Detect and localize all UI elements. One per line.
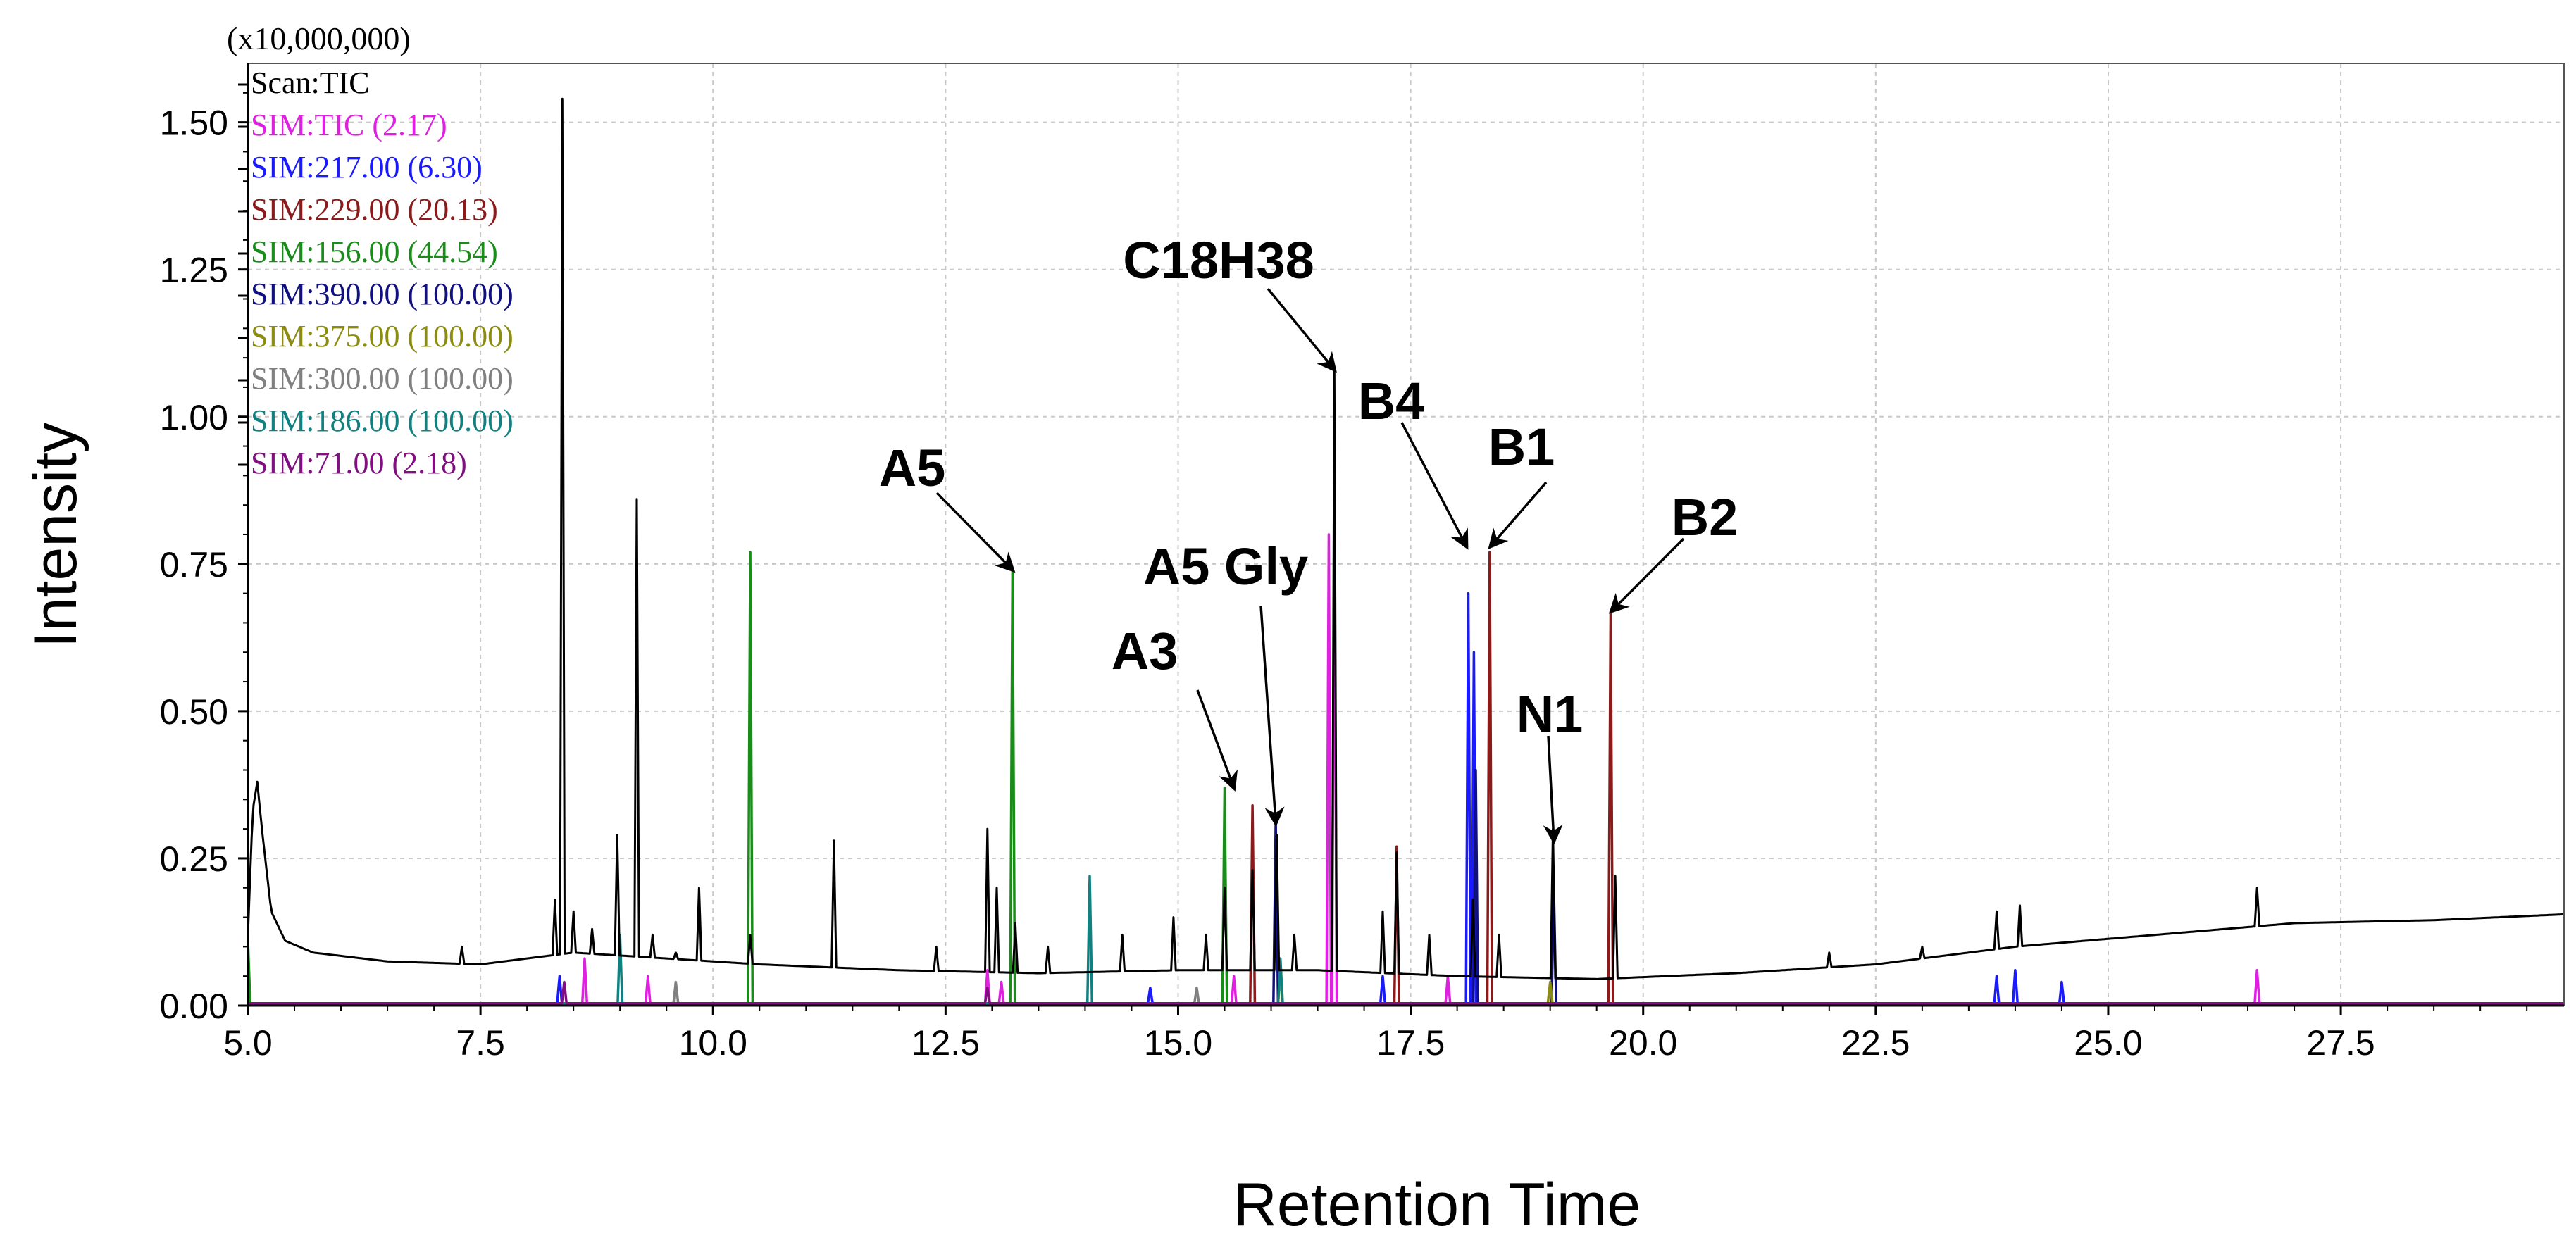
- legend-entry: SIM:71.00 (2.18): [251, 446, 467, 480]
- series-6: [248, 975, 2564, 1005]
- series-line: [248, 768, 2564, 1005]
- x-tick-label: 15.0: [1144, 1023, 1212, 1063]
- x-tick-label: 20.0: [1609, 1023, 1677, 1063]
- annotation-label: B2: [1672, 488, 1738, 546]
- x-axis-title: Retention Time: [1233, 1171, 1641, 1239]
- series-line: [248, 980, 2564, 1005]
- series-2: [248, 592, 2564, 1005]
- annotation-arrow: [935, 492, 1016, 573]
- x-tick-label: 12.5: [911, 1023, 980, 1063]
- legend-entry: SIM:156.00 (44.54): [251, 234, 498, 269]
- annotation-arrow: [1543, 735, 1563, 845]
- x-tick-label: 5.0: [223, 1023, 273, 1063]
- axes: 5.0 7.5 10.0 12.5 15.0 17.5 20.0 22.5 25.0 27.5 0.…: [160, 63, 2564, 1063]
- series-8: [248, 875, 2564, 1005]
- annotation-label: N1: [1517, 685, 1583, 744]
- annotation-label: A3: [1112, 622, 1178, 680]
- legend-entry: SIM:375.00 (100.00): [251, 319, 514, 354]
- series-0: [247, 97, 2565, 980]
- series-line: [248, 975, 2564, 1005]
- annotation-label: C18H38: [1123, 231, 1314, 289]
- annotation-arrow: [1267, 287, 1337, 373]
- plot-frame: [247, 63, 2565, 1006]
- y-tick-label: 0.75: [160, 545, 228, 584]
- legend-entry: SIM:390.00 (100.00): [251, 277, 514, 311]
- x-tick-label: 25.0: [2074, 1023, 2142, 1063]
- legend: Scan:TIC SIM:TIC (2.17) SIM:217.00 (6.30) S…: [238, 65, 514, 480]
- legend-entry: SIM:TIC (2.17): [251, 108, 447, 142]
- series-7: [248, 980, 2564, 1005]
- annotation-label: B1: [1488, 418, 1555, 476]
- y-axis-title: Intensity: [22, 423, 89, 648]
- series-9: [248, 980, 2564, 1005]
- x-tick-label: 17.5: [1376, 1023, 1445, 1063]
- legend-entry: SIM:186.00 (100.00): [251, 403, 514, 438]
- series-1: [248, 498, 2564, 1005]
- series-layer: [247, 97, 2565, 1005]
- y-tick-label: 1.00: [160, 398, 228, 437]
- grid-lines: [247, 63, 2564, 1006]
- annotation-arrow: [1488, 481, 1548, 549]
- annotation-label: A5: [879, 439, 946, 497]
- legend-entry: Scan:TIC: [251, 65, 370, 100]
- y-tick-label: 0.00: [160, 987, 228, 1026]
- series-line: [248, 551, 2564, 1005]
- annotation-label: B4: [1358, 372, 1425, 430]
- annotation-arrow: [1608, 537, 1685, 614]
- annotation-arrow: [1400, 422, 1469, 550]
- x-tick-label: 27.5: [2306, 1023, 2375, 1063]
- legend-entry: SIM:229.00 (20.13): [251, 192, 498, 227]
- annotation-arrow: [1259, 605, 1285, 827]
- series-line: [247, 97, 2565, 980]
- series-4: [247, 551, 2564, 1005]
- series-line: [248, 592, 2564, 1005]
- series-line: [248, 980, 2564, 1005]
- annotation-arrow: [1196, 689, 1238, 792]
- y-tick-label: 0.50: [160, 692, 228, 732]
- x-tick-label: 10.0: [679, 1023, 747, 1063]
- x-tick-label: 22.5: [1841, 1023, 1910, 1063]
- series-5: [248, 768, 2564, 1005]
- y-tick-label: 0.25: [160, 839, 228, 879]
- series-3: [248, 551, 2564, 1005]
- series-line: [247, 551, 2564, 1005]
- x-tick-label: 7.5: [456, 1023, 505, 1063]
- y-tick-label: 1.50: [160, 104, 228, 143]
- annotations: A5 A3 A5 Gly C18H38 B4 B1 N1 B2: [879, 231, 1738, 845]
- legend-entry: SIM:300.00 (100.00): [251, 361, 514, 396]
- annotation-label: A5 Gly: [1143, 537, 1308, 596]
- legend-entry: SIM:217.00 (6.30): [251, 150, 483, 184]
- series-line: [248, 498, 2564, 1005]
- series-line: [248, 875, 2564, 1005]
- y-multiplier-label: (x10,000,000): [227, 20, 411, 56]
- y-tick-label: 1.25: [160, 251, 228, 290]
